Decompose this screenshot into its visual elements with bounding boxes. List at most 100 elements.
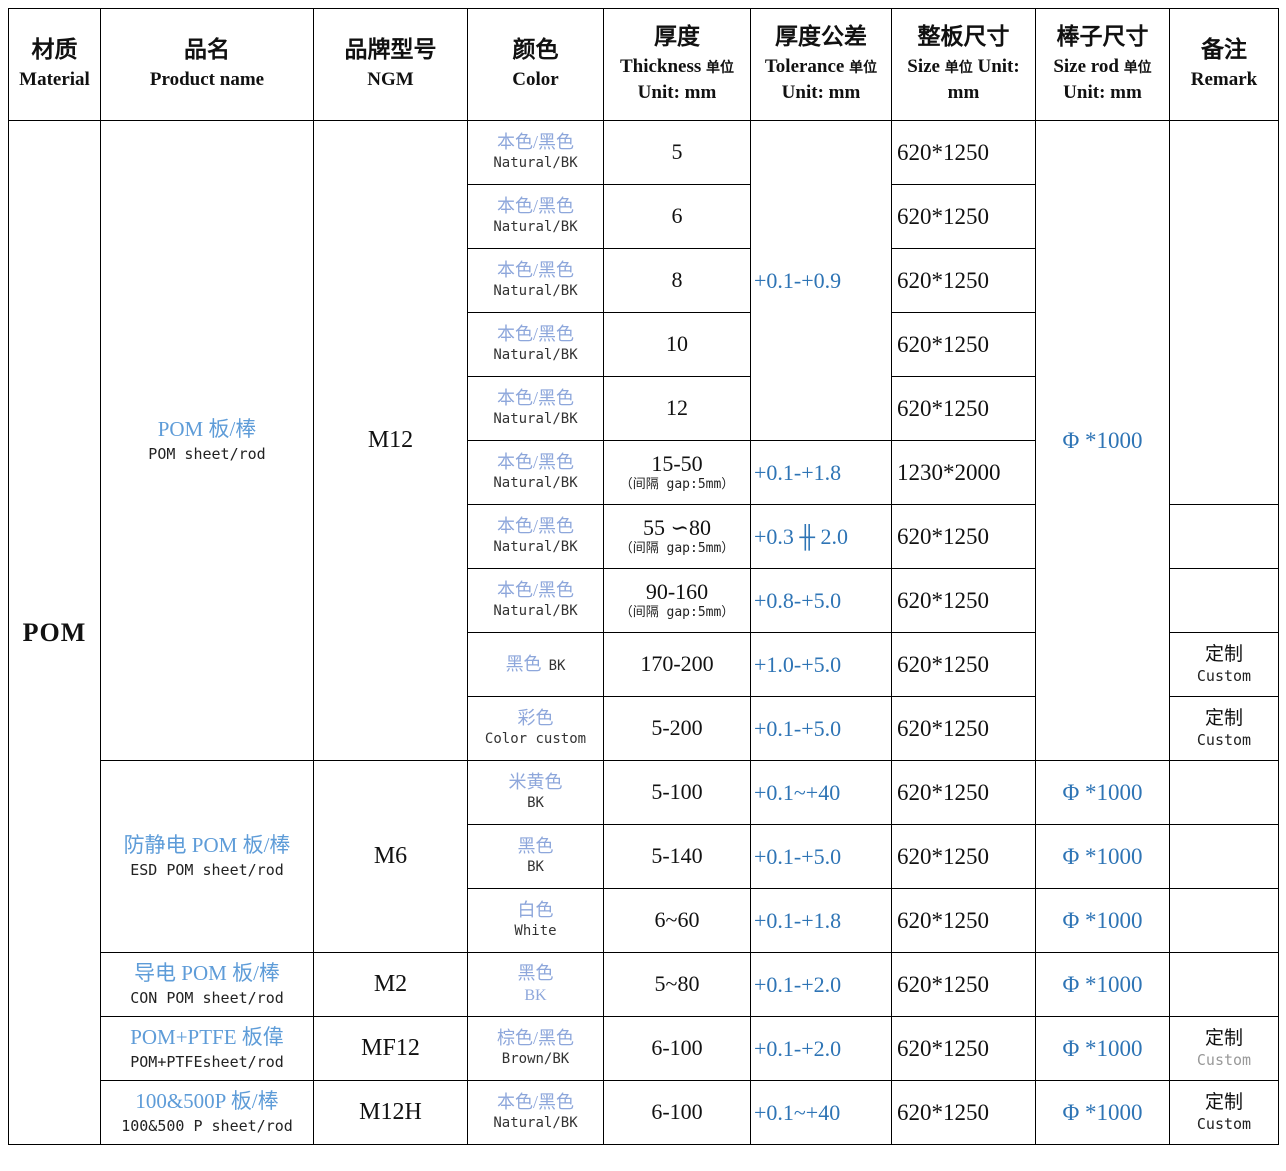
thickness-cell: 5-100 xyxy=(603,760,751,825)
thickness-cell: 6-100 xyxy=(603,1016,751,1081)
color-cell: 黑色 BK xyxy=(467,952,604,1017)
table-row: POM+PTFE 板偉 POM+PTFEsheet/rod MF12 棕色/黑色… xyxy=(9,1016,1279,1081)
header-thickness-en: Thickness 单位 Unit: mm xyxy=(619,56,735,103)
header-material-en: Material xyxy=(19,69,90,91)
header-sheet-size-zh: 整板尺寸 xyxy=(917,24,1010,50)
table-row: 黑色 BK 170-200 +1.0-+5.0 620*1250 定制 Custom xyxy=(9,632,1279,697)
table-row: 本色/黑色 Natural/BK 55 ∽80 （间隔 gap:5mm） +0.3 … xyxy=(9,504,1279,569)
tolerance-cell: +0.1~+40 xyxy=(750,760,892,825)
remark-cell: 定制 Custom xyxy=(1169,696,1279,761)
header-thickness: 厚度 Thickness 单位 Unit: mm xyxy=(603,8,751,121)
product-en: CON POM sheet/rod xyxy=(130,988,284,1007)
tolerance-cell: +0.1-+2.0 xyxy=(750,952,892,1017)
table-row: 100&500P 板/棒 100&500 P sheet/rod M12H 本色… xyxy=(9,1080,1279,1145)
size-cell: 620*1250 xyxy=(891,760,1036,825)
tolerance-cell: +1.0-+5.0 xyxy=(750,632,892,697)
rod-size-cell: Φ *1000 xyxy=(1035,824,1170,889)
ngm-cell: M2 xyxy=(313,952,468,1017)
size-cell: 620*1250 xyxy=(891,1080,1036,1145)
color-cell: 本色/黑色 Natural/BK xyxy=(467,440,604,505)
table-row: 本色/黑色 Natural/BK 6 620*1250 xyxy=(9,184,1279,249)
color-cell: 本色/黑色 Natural/BK xyxy=(467,312,604,377)
product-zh: 防静电 POM 板/棒 xyxy=(123,833,291,858)
rod-size-cell: Φ *1000 xyxy=(1035,952,1170,1017)
remark-cell: 定制 Custom xyxy=(1169,1016,1279,1081)
thickness-cell: 6~60 xyxy=(603,888,751,953)
size-cell: 620*1250 xyxy=(891,184,1036,249)
header-tolerance-zh: 厚度公差 xyxy=(775,24,867,50)
size-cell: 620*1250 xyxy=(891,120,1036,185)
size-cell: 620*1250 xyxy=(891,376,1036,441)
header-color-en: Color xyxy=(512,69,559,91)
remark-cell-empty xyxy=(1169,568,1279,633)
thickness-cell: 5 xyxy=(603,120,751,185)
thickness-cell: 15-50 （间隔 gap:5mm） xyxy=(603,440,751,505)
color-cell: 本色/黑色 Natural/BK xyxy=(467,120,604,185)
header-material: 材质 Material xyxy=(8,8,101,121)
tolerance-cell: +0.1-+1.8 xyxy=(750,888,892,953)
size-cell: 620*1250 xyxy=(891,568,1036,633)
product-en: POM sheet/rod xyxy=(148,444,266,463)
ngm-cell: M12H xyxy=(313,1080,468,1145)
rod-size-cell: Φ *1000 xyxy=(1035,760,1170,825)
header-color: 颜色 Color xyxy=(467,8,604,121)
header-rod-size-en: Size rod 单位 Unit: mm xyxy=(1053,56,1152,103)
product-en: ESD POM sheet/rod xyxy=(130,860,284,879)
ngm-cell: M6 xyxy=(313,760,468,953)
header-product-en: Product name xyxy=(149,69,265,91)
tolerance-cell: +0.1~+40 xyxy=(750,1080,892,1145)
remark-cell-empty xyxy=(1169,824,1279,889)
product-cell-ptfe: POM+PTFE 板偉 POM+PTFEsheet/rod xyxy=(100,1016,314,1081)
tolerance-cell: +0.1-+5.0 xyxy=(750,696,892,761)
thickness-cell: 12 xyxy=(603,376,751,441)
remark-cell: 定制 Custom xyxy=(1169,632,1279,697)
remark-cell: 定制 Custom xyxy=(1169,1080,1279,1145)
table-row: 黑色 BK 5-140 +0.1-+5.0 620*1250 Φ *1000 xyxy=(9,824,1279,889)
product-en: 100&500 P sheet/rod xyxy=(121,1116,293,1135)
header-thickness-zh: 厚度 xyxy=(654,24,700,50)
color-cell: 本色/黑色 Natural/BK xyxy=(467,504,604,569)
product-en: POM+PTFEsheet/rod xyxy=(130,1052,284,1071)
table-row: 本色/黑色 Natural/BK 15-50 （间隔 gap:5mm） +0.1-+… xyxy=(9,440,1279,505)
header-product-name: 品名 Product name xyxy=(100,8,314,121)
size-cell: 620*1250 xyxy=(891,888,1036,953)
header-remark-en: Remark xyxy=(1190,69,1258,91)
thickness-cell: 170-200 xyxy=(603,632,751,697)
remark-cell-empty xyxy=(1169,760,1279,825)
product-zh: POM+PTFE 板偉 xyxy=(130,1025,284,1050)
product-cell-pom: POM 板/棒 POM sheet/rod xyxy=(100,120,314,761)
header-color-zh: 颜色 xyxy=(512,37,559,63)
table-row: 本色/黑色 Natural/BK 12 620*1250 xyxy=(9,376,1279,441)
header-remark-zh: 备注 xyxy=(1201,37,1247,63)
tolerance-cell: +0.1-+0.9 xyxy=(750,120,892,441)
thickness-gap-note: （间隔 gap:5mm） xyxy=(619,605,735,621)
table-row: 本色/黑色 Natural/BK 8 620*1250 xyxy=(9,248,1279,313)
size-cell: 620*1250 xyxy=(891,1016,1036,1081)
header-tolerance: 厚度公差 Tolerance 单位 Unit: mm xyxy=(750,8,892,121)
header-remark: 备注 Remark xyxy=(1169,8,1279,121)
color-cell: 黑色 BK xyxy=(467,632,604,697)
header-ngm-en: NGM xyxy=(367,69,414,91)
color-cell: 黑色 BK xyxy=(467,824,604,889)
size-cell: 1230*2000 xyxy=(891,440,1036,505)
color-cell: 彩色 Color custom xyxy=(467,696,604,761)
thickness-cell: 5-200 xyxy=(603,696,751,761)
thickness-cell: 90-160 （间隔 gap:5mm） xyxy=(603,568,751,633)
tolerance-cell: +0.3 ╫ 2.0 xyxy=(750,504,892,569)
color-cell: 本色/黑色 Natural/BK xyxy=(467,248,604,313)
tolerance-cell: +0.1-+2.0 xyxy=(750,1016,892,1081)
header-ngm-zh: 品牌型号 xyxy=(344,37,437,63)
thickness-cell: 8 xyxy=(603,248,751,313)
size-cell: 620*1250 xyxy=(891,248,1036,313)
remark-cell-empty xyxy=(1169,504,1279,569)
color-cell: 棕色/黑色 Brown/BK xyxy=(467,1016,604,1081)
table-row: 彩色 Color custom 5-200 +0.1-+5.0 620*1250 … xyxy=(9,696,1279,761)
color-cell: 米黄色 BK xyxy=(467,760,604,825)
size-cell: 620*1250 xyxy=(891,504,1036,569)
size-cell: 620*1250 xyxy=(891,952,1036,1017)
table-row: 本色/黑色 Natural/BK 90-160 （间隔 gap:5mm） +0.8-… xyxy=(9,568,1279,633)
rod-size-cell: Φ *1000 xyxy=(1035,120,1170,761)
header-sheet-size-en: Size 单位 Unit: mm xyxy=(907,56,1020,103)
thickness-cell: 6 xyxy=(603,184,751,249)
table-row: 防静电 POM 板/棒 ESD POM sheet/rod M6 米黄色 BK 5… xyxy=(9,760,1279,953)
